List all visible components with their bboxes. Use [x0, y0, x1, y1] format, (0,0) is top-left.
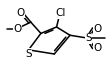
Text: O: O: [93, 43, 102, 53]
Text: O: O: [16, 8, 24, 18]
Text: S: S: [25, 49, 32, 59]
Text: Cl: Cl: [56, 8, 66, 18]
Text: O: O: [13, 23, 22, 34]
Text: O: O: [93, 23, 102, 34]
Text: S: S: [85, 33, 92, 43]
